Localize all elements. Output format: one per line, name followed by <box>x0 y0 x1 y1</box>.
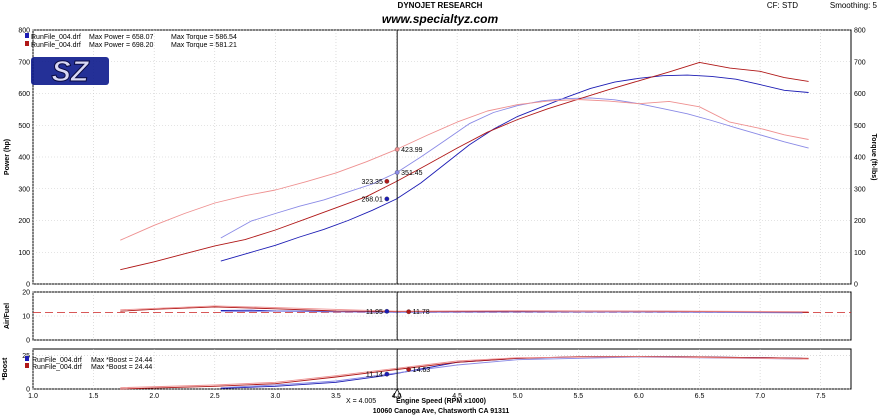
x-tick-label: 6.0 <box>634 393 644 400</box>
logo-text: SZ <box>51 56 89 88</box>
torque-ytick-label: 0 <box>854 282 858 289</box>
afr-axis-label: Air/Fuel <box>4 303 11 329</box>
boost-legend-run1-file: RunFile_004.drf <box>32 357 82 364</box>
series-run2_afr_light <box>120 305 809 313</box>
torque-axis-label: Torque (ft-lbs) <box>870 134 877 181</box>
x-tick-label: 4.5 <box>452 393 462 400</box>
x-tick-label: 2.0 <box>149 393 159 400</box>
power-marker-label: 351.45 <box>401 170 423 177</box>
boost-marker-label: 14.63 <box>413 367 431 374</box>
series-run2_power <box>120 61 809 271</box>
power-axis-label: Power (hp) <box>4 139 11 175</box>
series-run1_power <box>220 74 809 262</box>
power-cursor-marker <box>384 178 390 184</box>
torque-ytick-label: 800 <box>854 28 866 35</box>
legend-swatch-run2 <box>25 41 29 46</box>
x-axis-label: Engine Speed (RPM x1000) <box>396 398 486 405</box>
series-run1_boost_light <box>220 356 803 389</box>
power-marker-label: 323.35 <box>361 179 383 186</box>
power-cursor-marker <box>394 170 400 175</box>
power-ytick-label: 600 <box>18 91 30 98</box>
series-run1_afr_light <box>220 310 803 314</box>
boost-legend-run2-value: Max *Boost = 24.44 <box>91 364 152 371</box>
series-run1_torque <box>220 97 809 239</box>
boost-cursor-marker <box>406 367 412 372</box>
x-tick-label: 4.0 <box>392 393 402 400</box>
footer-address: 10060 Canoga Ave, Chatsworth CA 91311 <box>373 408 510 415</box>
legend-run2-power: Max Power = 698.20 <box>89 42 154 49</box>
marker-layer: 423.99 351.45 323.35 268.01 11.95 11.78 11.14 1… <box>361 147 430 379</box>
legend-run1-power: Max Power = 658.07 <box>89 34 154 41</box>
legend-run2-file: RunFile_004.drf <box>31 42 81 49</box>
series-run2_torque <box>120 99 809 241</box>
power-ytick-label: 700 <box>18 59 30 66</box>
cursor-pointer-icon[interactable] <box>392 388 402 398</box>
power-ytick-label: 500 <box>18 123 30 130</box>
x-tick-label: 1.5 <box>89 393 99 400</box>
power-ytick-label: 100 <box>18 250 30 257</box>
torque-ytick-label: 100 <box>854 250 866 257</box>
power-legend: RunFile_004.drf Max Power = 658.07 Max T… <box>25 33 237 49</box>
x-tick-label: 7.5 <box>816 393 826 400</box>
boost-legend-swatch-run2 <box>25 363 29 368</box>
torque-ytick-label: 300 <box>854 186 866 193</box>
afr-cursor-marker <box>384 308 390 314</box>
x-tick-label: 7.0 <box>755 393 765 400</box>
x-tick-label: 3.5 <box>331 393 341 400</box>
grid-layer <box>32 29 851 390</box>
torque-ytick-label: 700 <box>854 59 866 66</box>
boost-legend-run2-file: RunFile_004.drf <box>32 364 82 371</box>
x-tick-label: 5.5 <box>573 393 583 400</box>
afr-ytick-label: 10 <box>22 314 30 321</box>
torque-ytick-label: 200 <box>854 218 866 225</box>
afr-ytick-label: 20 <box>22 290 30 297</box>
power-cursor-marker <box>394 147 400 152</box>
legend-run2-torque: Max Torque = 581.21 <box>171 42 237 49</box>
boost-legend: RunFile_004.drf Max *Boost = 24.44 RunFi… <box>25 356 152 371</box>
boost-axis-label: *Boost <box>2 357 9 380</box>
x-tick-label: 1.0 <box>28 393 38 400</box>
torque-ytick-label: 400 <box>854 155 866 162</box>
power-marker-label: 268.01 <box>361 196 383 203</box>
series-layer <box>120 61 809 390</box>
series-run2_boost_light <box>120 356 809 389</box>
x-tick-label: 5.0 <box>513 393 523 400</box>
cursor-layer <box>392 30 402 398</box>
power-ytick-label: 300 <box>18 186 30 193</box>
afr-marker-label: 11.78 <box>413 309 430 316</box>
boost-cursor-marker <box>384 371 390 377</box>
series-run2_boost <box>120 356 809 390</box>
afr-marker-label: 11.95 <box>366 309 383 316</box>
power-ytick-label: 800 <box>18 28 30 35</box>
torque-ytick-label: 500 <box>854 123 866 130</box>
boost-panel <box>32 348 852 390</box>
boost-marker-label: 11.14 <box>366 372 383 379</box>
sz-logo: SZ <box>31 56 109 89</box>
torque-ytick-label: 600 <box>854 91 866 98</box>
chart-title: DYNOJET RESEARCH <box>398 1 483 10</box>
boost-legend-swatch-run1 <box>25 356 29 361</box>
power-ytick-label: 200 <box>18 218 30 225</box>
cursor-readout: X = 4.005 <box>346 398 376 405</box>
afr-ytick-label: 0 <box>26 338 30 345</box>
power-ytick-label: 400 <box>18 155 30 162</box>
x-tick-label: 2.5 <box>210 393 220 400</box>
boost-ytick-label: 0 <box>26 387 30 394</box>
cf-label: CF: STD <box>767 1 798 10</box>
afr-cursor-marker <box>406 309 412 315</box>
power-marker-label: 423.99 <box>401 147 423 154</box>
legend-run1-torque: Max Torque = 586.54 <box>171 34 237 41</box>
power-cursor-marker <box>384 196 390 202</box>
legend-run1-file: RunFile_004.drf <box>31 34 81 41</box>
x-tick-label: 6.5 <box>695 393 705 400</box>
smoothing-label: Smoothing: 5 <box>830 1 878 10</box>
x-tick-label: 3.0 <box>271 393 281 400</box>
power-ytick-label: 0 <box>26 282 30 289</box>
chart-subtitle: www.specialtyz.com <box>382 12 499 26</box>
legend-swatch-run1 <box>25 33 29 38</box>
boost-legend-run1-value: Max *Boost = 24.44 <box>91 357 152 364</box>
